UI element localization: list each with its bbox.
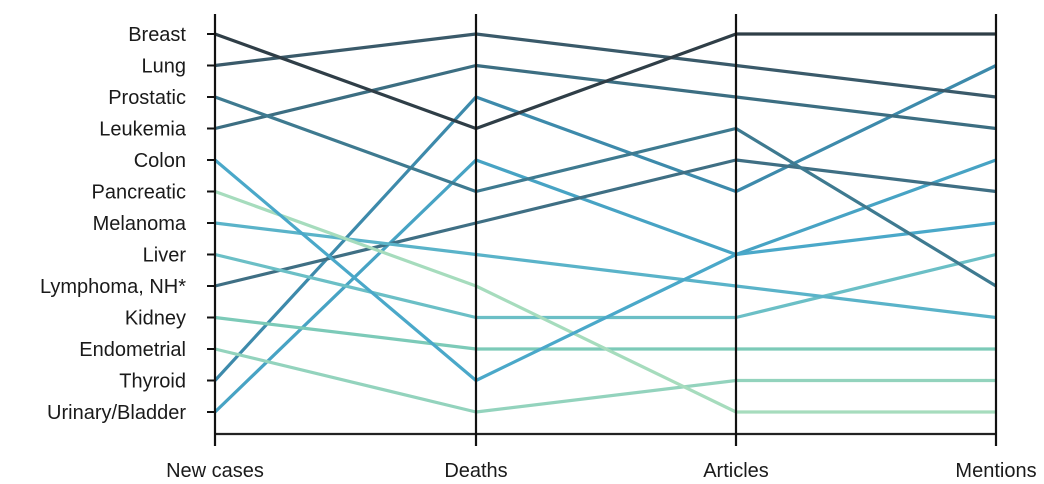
tick-label-lymphoma-nh: Lymphoma, NH* [40, 276, 186, 298]
series-line-colon [213, 158, 997, 383]
series-line-urinary-bladder [213, 158, 997, 414]
axis-titles: New cases Deaths Articles Mentions [166, 460, 1036, 482]
tick-label-urinary-bladder: Urinary/Bladder [47, 402, 186, 424]
tick-label-kidney: Kidney [125, 308, 186, 330]
series-line-prostatic [214, 95, 997, 288]
axis-title-mentions: Mentions [955, 460, 1036, 482]
axes [207, 14, 998, 446]
series-line-breast [214, 32, 996, 131]
series-line-kidney [214, 315, 996, 351]
axis-title-new-cases: New cases [166, 460, 264, 482]
tick-label-endometrial: Endometrial [79, 339, 186, 361]
series-line-pancreatic [214, 189, 996, 414]
tick-label-thyroid: Thyroid [119, 371, 186, 393]
tick-label-breast: Breast [128, 24, 186, 46]
tick-label-liver: Liver [143, 245, 187, 267]
series-line-endometrial [214, 347, 996, 414]
axis-title-deaths: Deaths [444, 460, 507, 482]
series-lines [213, 32, 997, 414]
series-line-lymphoma-nh [214, 158, 997, 288]
series-line-lung [214, 32, 997, 99]
series-line-liver [214, 252, 997, 320]
tick-label-pancreatic: Pancreatic [92, 182, 187, 204]
tick-label-lung: Lung [142, 56, 187, 78]
tick-label-prostatic: Prostatic [108, 87, 186, 109]
tick-label-leukemia: Leukemia [99, 119, 187, 141]
tick-label-melanoma: Melanoma [93, 213, 187, 235]
tick-label-colon: Colon [134, 150, 186, 172]
category-labels: Breast Lung Prostatic Leukemia Colon Pancreat… [40, 24, 187, 424]
axis-title-articles: Articles [703, 460, 769, 482]
